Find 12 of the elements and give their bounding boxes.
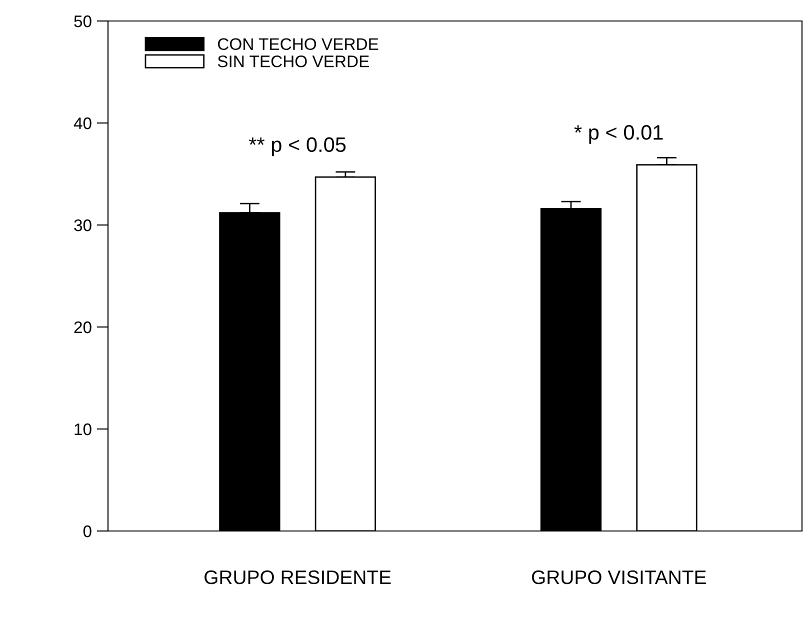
y-tick-label: 20 [74, 321, 92, 334]
y-tick-label: 30 [74, 219, 92, 232]
y-tick-label: 0 [83, 525, 92, 538]
legend-label: CON TECHO VERDE [218, 38, 378, 50]
y-tick-label: 50 [74, 15, 92, 28]
x-tick-label: GRUPO VISITANTE [532, 570, 706, 584]
x-tick-label: GRUPO RESIDENTE [204, 570, 391, 584]
annotation: * p < 0.01 [574, 125, 663, 144]
y-tick-label: 10 [74, 423, 92, 436]
legend-label: SIN TECHO VERDE [218, 55, 369, 68]
annotation: ** p < 0.05 [248, 137, 346, 156]
y-tick-label: 40 [74, 117, 92, 130]
